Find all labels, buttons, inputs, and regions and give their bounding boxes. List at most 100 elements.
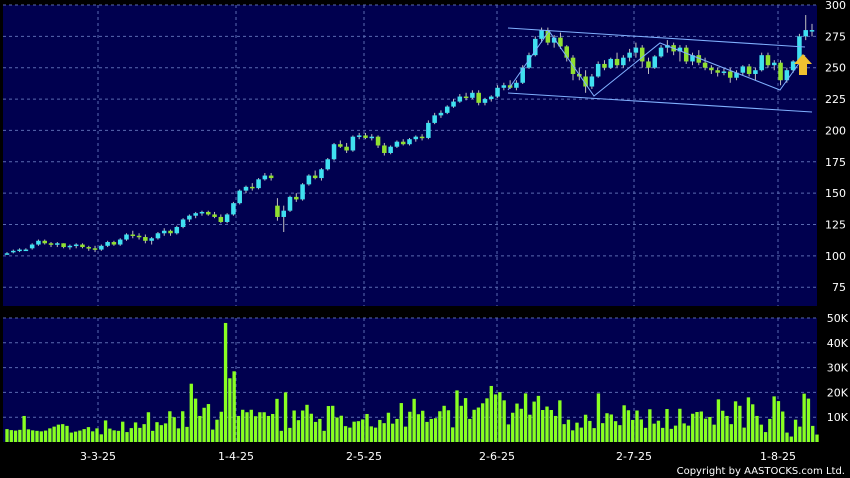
volume-bar (133, 422, 138, 442)
candle-body (67, 245, 73, 248)
candle-body (514, 82, 519, 88)
zigzag-line (507, 30, 806, 97)
volume-bar (348, 427, 352, 442)
volume-bar (172, 417, 176, 442)
volume-bar (575, 422, 579, 442)
candle-body (130, 234, 136, 237)
candle-body (92, 248, 98, 250)
volume-bar (763, 432, 768, 442)
volume-bar (18, 429, 22, 442)
price-tick-label: 225 (825, 93, 846, 106)
candle-body (784, 70, 790, 81)
volume-bar (532, 401, 536, 442)
volume-tick-label: 20K (827, 386, 849, 399)
candle-body (61, 243, 66, 248)
volume-tick-label: 50K (827, 312, 849, 325)
volume-bar (185, 426, 189, 442)
candle-body (614, 58, 620, 66)
volume-bar (785, 432, 789, 442)
volume-bar (95, 428, 99, 442)
candle-body (633, 47, 639, 53)
volume-bar (305, 404, 309, 442)
volume-bar (258, 412, 262, 442)
volume-bar (549, 410, 553, 442)
channel-upper-line (507, 27, 806, 48)
volume-bar (13, 430, 18, 442)
volume-bar (138, 427, 142, 442)
volume-bar (682, 423, 686, 442)
candle-body (231, 203, 236, 215)
date-tick-label: 1-4-25 (218, 450, 254, 463)
volume-bar (459, 405, 463, 442)
volume-bar (309, 413, 313, 442)
candle-body (11, 250, 16, 253)
candle-body (690, 55, 695, 62)
volume-bar (806, 398, 811, 442)
candle-body (438, 112, 444, 116)
candle-body (180, 219, 186, 227)
candle-body (595, 63, 601, 77)
volume-bar (335, 417, 339, 442)
candle-body (727, 71, 733, 78)
volume-tick-label: 10K (827, 411, 849, 424)
volume-bar (202, 407, 206, 442)
arrow-shape (794, 54, 812, 75)
candle-body (312, 175, 318, 179)
volume-axis-labels: 10K 20K 30K 40K 50K (827, 312, 849, 424)
volume-bar (151, 430, 155, 442)
candle-body (73, 244, 79, 247)
candle-body (432, 115, 437, 123)
volume-bar (275, 398, 279, 442)
volume-bar (215, 419, 219, 442)
candle-body (482, 99, 488, 103)
candle-body (589, 76, 595, 87)
volume-bar (476, 407, 481, 442)
volume-bar (232, 371, 236, 442)
volume-bar (519, 408, 523, 442)
volume-bar (356, 421, 361, 442)
volume-bar (378, 419, 382, 442)
volume-bar (5, 429, 9, 442)
price-tick-label: 150 (825, 187, 846, 200)
candle-body (218, 216, 224, 222)
volume-bar (592, 428, 596, 442)
candle-body (702, 62, 708, 68)
candle-body (772, 62, 777, 66)
candle-body (413, 136, 419, 140)
volume-bar (313, 421, 318, 442)
up-arrow-icon (794, 54, 812, 75)
date-tick-label: 2-7-25 (616, 450, 652, 463)
candle-body (746, 66, 752, 74)
candle-body (174, 226, 180, 234)
volume-bar (481, 403, 485, 442)
volume-bar (815, 434, 819, 442)
volume-tick-label: 30K (827, 362, 849, 375)
volume-bar (759, 424, 763, 442)
volume-bar (301, 410, 305, 442)
volume-bar (395, 418, 399, 442)
volume-bar (429, 418, 433, 442)
volume-bar (125, 432, 129, 442)
volume-bar (665, 409, 669, 442)
volume-bar (48, 428, 52, 442)
volume-bar (22, 415, 26, 442)
candle-body (740, 66, 746, 73)
candle-body (715, 70, 720, 73)
candle-body (419, 136, 425, 139)
volume-bar (588, 420, 592, 442)
volume-bar (541, 410, 545, 442)
volume-bar (562, 424, 566, 442)
volume-bar (43, 430, 48, 442)
volume-bar (768, 418, 772, 442)
volume-bar (558, 400, 562, 442)
volume-bar (391, 423, 395, 442)
price-tick-label: 200 (825, 124, 846, 137)
candle-body (696, 55, 702, 63)
volume-bar (708, 416, 712, 442)
candle-body (753, 70, 758, 74)
volume-bar (751, 404, 755, 442)
trendlines (507, 27, 813, 113)
volume-bar (262, 412, 266, 442)
candle-body (721, 71, 727, 73)
candle-body (765, 55, 771, 66)
